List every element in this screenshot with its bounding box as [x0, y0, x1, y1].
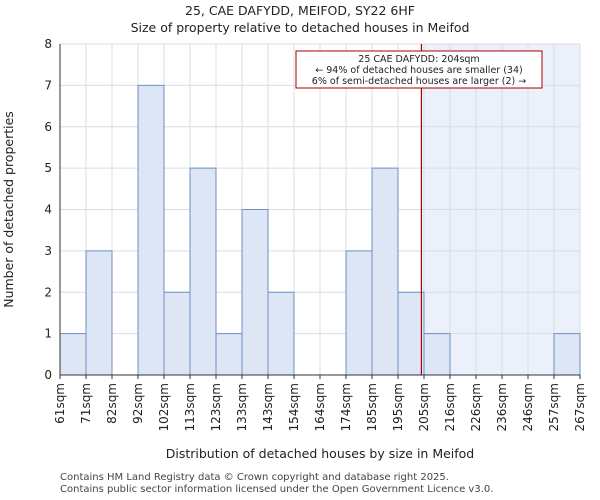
histogram-bar — [397, 291, 425, 376]
x-tick-label: 143sqm — [261, 383, 275, 431]
x-tick-label: 61sqm — [53, 383, 67, 424]
x-tick-label: 164sqm — [313, 383, 327, 431]
histogram-bar — [85, 250, 113, 376]
x-tick-label: 185sqm — [365, 383, 379, 431]
histogram-bar — [241, 209, 269, 376]
y-tick-label: 6 — [44, 120, 52, 134]
x-tick-label: 174sqm — [339, 383, 353, 431]
y-tick-label: 0 — [44, 368, 52, 382]
footer-licence: Contains public sector information licen… — [60, 484, 494, 495]
histogram-bar — [345, 250, 373, 376]
annotation-smaller: ← 94% of detached houses are smaller (34… — [315, 65, 522, 76]
x-tick-label: 267sqm — [573, 383, 587, 431]
x-tick-label: 257sqm — [547, 383, 561, 431]
x-tick-label: 82sqm — [105, 383, 119, 424]
histogram-bar — [371, 167, 399, 376]
y-tick-label: 2 — [44, 285, 52, 299]
histogram-bar — [267, 291, 295, 376]
x-tick-label: 226sqm — [469, 383, 483, 431]
annotation-title: 25 CAE DAFYDD: 204sqm — [358, 54, 479, 65]
x-tick-label: 195sqm — [391, 383, 405, 431]
y-axis-title: Number of detached properties — [1, 111, 16, 308]
x-tick-label: 154sqm — [287, 383, 301, 431]
x-tick-label: 123sqm — [209, 383, 223, 431]
annotation-larger: 6% of semi-detached houses are larger (2… — [312, 76, 526, 87]
y-tick-label: 5 — [44, 161, 52, 175]
histogram-bar — [137, 84, 165, 376]
chart-title: 25, CAE DAFYDD, MEIFOD, SY22 6HF — [185, 3, 415, 18]
x-tick-label: 71sqm — [79, 383, 93, 424]
y-tick-label: 3 — [44, 244, 52, 258]
x-tick-label: 236sqm — [495, 383, 509, 431]
histogram-bar — [215, 333, 243, 376]
x-tick-label: 102sqm — [157, 383, 171, 431]
x-tick-label: 216sqm — [443, 383, 457, 431]
x-tick-label: 113sqm — [183, 383, 197, 431]
x-tick-label: 205sqm — [417, 383, 431, 431]
y-tick-label: 4 — [44, 203, 52, 217]
x-axis-title: Distribution of detached houses by size … — [166, 446, 475, 461]
x-tick-label: 246sqm — [521, 383, 535, 431]
chart-subtitle: Size of property relative to detached ho… — [130, 20, 470, 35]
histogram-bar — [553, 333, 581, 376]
annotation-box — [295, 50, 543, 89]
y-tick-label: 1 — [44, 327, 52, 341]
histogram-chart: 0 1 2 3 4 5 6 7 8 61sqm 71sqm 82sqm 92sqm 102sqm 113sq… — [1, 37, 587, 461]
y-tick-label: 7 — [44, 78, 52, 92]
x-tick-label: 92sqm — [131, 383, 145, 424]
histogram-bar — [189, 167, 217, 376]
x-tick-label: 133sqm — [235, 383, 249, 431]
histogram-bar — [163, 291, 191, 376]
footer-copyright: Contains HM Land Registry data © Crown c… — [60, 472, 449, 483]
histogram-bar — [423, 333, 451, 376]
histogram-bar — [59, 333, 87, 376]
y-tick-label: 8 — [44, 37, 52, 51]
